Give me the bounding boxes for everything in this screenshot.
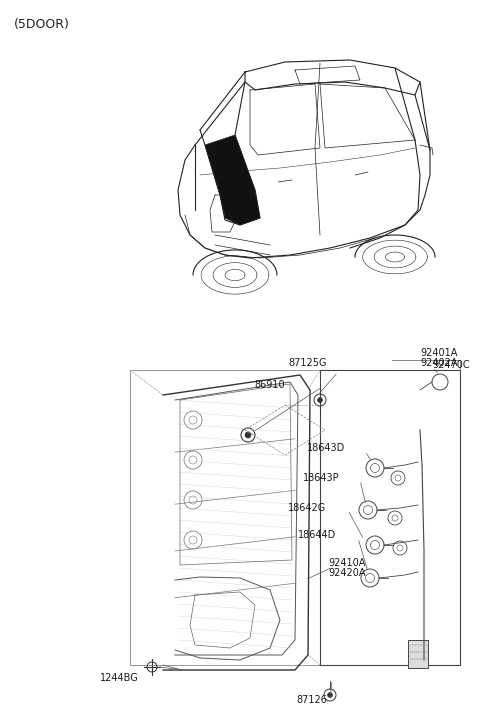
Text: 87125G: 87125G: [289, 358, 327, 368]
Text: 92470C: 92470C: [432, 360, 469, 370]
Bar: [408, 640, 428, 668]
Polygon shape: [205, 135, 260, 225]
Text: 92402A: 92402A: [420, 358, 457, 368]
Text: 87126: 87126: [297, 695, 327, 705]
Bar: [320, 370, 460, 665]
Text: 18644D: 18644D: [298, 530, 336, 540]
Text: 18643P: 18643P: [303, 473, 340, 483]
Circle shape: [245, 432, 251, 438]
Bar: [130, 370, 460, 665]
Text: 92401A: 92401A: [420, 348, 457, 358]
Text: (5DOOR): (5DOOR): [14, 18, 70, 31]
Text: 86910: 86910: [254, 380, 285, 390]
Text: 18643D: 18643D: [307, 443, 345, 453]
Circle shape: [327, 693, 333, 698]
Circle shape: [317, 398, 323, 403]
Text: 92420A: 92420A: [328, 568, 365, 578]
Text: 1244BG: 1244BG: [100, 673, 139, 683]
Text: 92410A: 92410A: [328, 558, 365, 568]
Text: 18642G: 18642G: [288, 503, 326, 513]
